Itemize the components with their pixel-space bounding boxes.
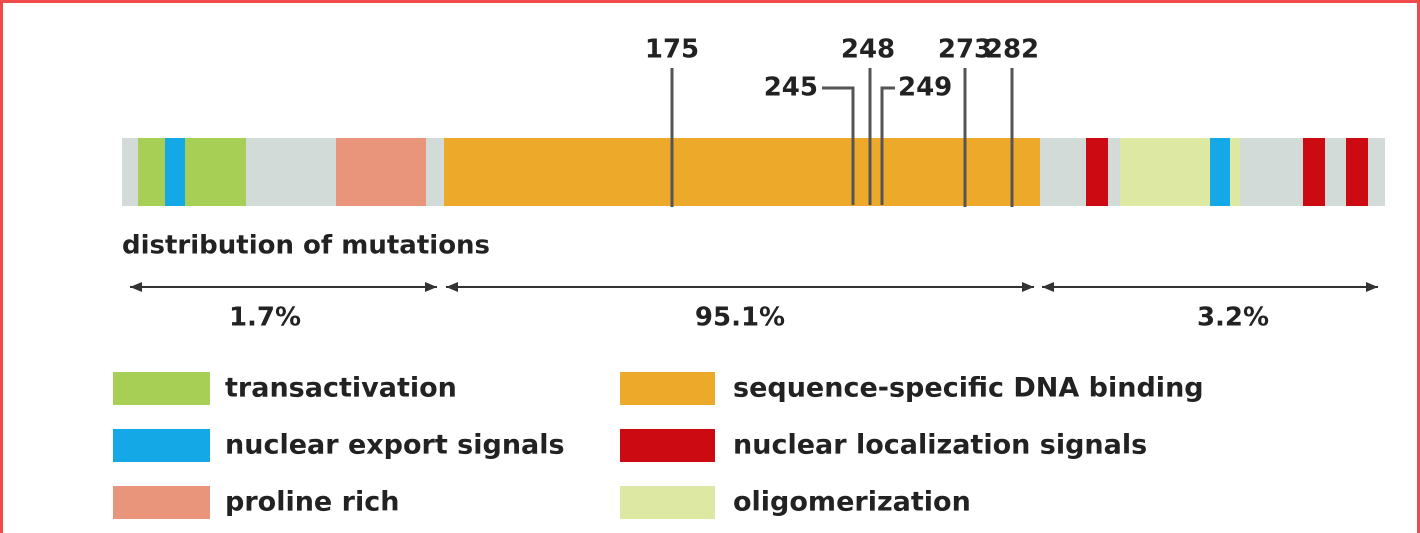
- domain-segment: [1240, 138, 1303, 206]
- domain-segment: [1303, 138, 1325, 206]
- domain-segment: [185, 138, 246, 206]
- hotspot-label: 245: [764, 73, 818, 103]
- hotspot-line: [880, 86, 895, 205]
- legend-label: nuclear export signals: [225, 430, 565, 461]
- legend: transactivation nuclear export signals pro…: [113, 372, 1204, 519]
- domain-segment: [1210, 138, 1230, 206]
- domain-segment: [1368, 138, 1385, 206]
- legend-label: nuclear localization signals: [733, 430, 1147, 461]
- domain-segment: [1325, 138, 1346, 206]
- legend-swatch: [113, 372, 210, 405]
- distribution-title: distribution of mutations: [122, 231, 490, 261]
- legend-swatch: [620, 486, 715, 519]
- legend-label: oligomerization: [733, 487, 971, 518]
- legend-swatch: [113, 486, 210, 519]
- legend-label: proline rich: [225, 487, 399, 518]
- hotspot-label: 248: [841, 35, 895, 65]
- domain-segment: [1230, 138, 1240, 206]
- domain-segment: [246, 138, 336, 206]
- domain-segment: [138, 138, 165, 206]
- region-percent: 3.2%: [1197, 303, 1269, 333]
- hotspot-label: 273: [938, 35, 992, 65]
- legend-label: transactivation: [225, 373, 457, 404]
- domain-segment: [1040, 138, 1086, 206]
- legend-label: sequence-specific DNA binding: [733, 373, 1204, 404]
- domain-segment: [165, 138, 185, 206]
- domain-segment: [1086, 138, 1108, 206]
- protein-bar: [122, 138, 1385, 206]
- domain-segment: [426, 138, 444, 206]
- hotspot-label: 282: [985, 35, 1039, 65]
- distribution: 1.7% 95.1% 3.2%: [130, 282, 1378, 333]
- domain-segment: [1346, 138, 1368, 206]
- hotspot-label: 249: [898, 73, 952, 103]
- legend-swatch: [113, 429, 210, 462]
- region-percent: 1.7%: [229, 303, 301, 333]
- domain-segment: [1108, 138, 1120, 206]
- legend-swatch: [620, 372, 715, 405]
- hotspot-label: 175: [645, 35, 699, 65]
- domain-segment: [122, 138, 138, 206]
- domain-segment: [444, 138, 1040, 206]
- domain-segment: [336, 138, 426, 206]
- hotspot-line: [822, 86, 855, 205]
- region-percent: 95.1%: [695, 303, 785, 333]
- legend-swatch: [620, 429, 715, 462]
- domain-segment: [1120, 138, 1210, 206]
